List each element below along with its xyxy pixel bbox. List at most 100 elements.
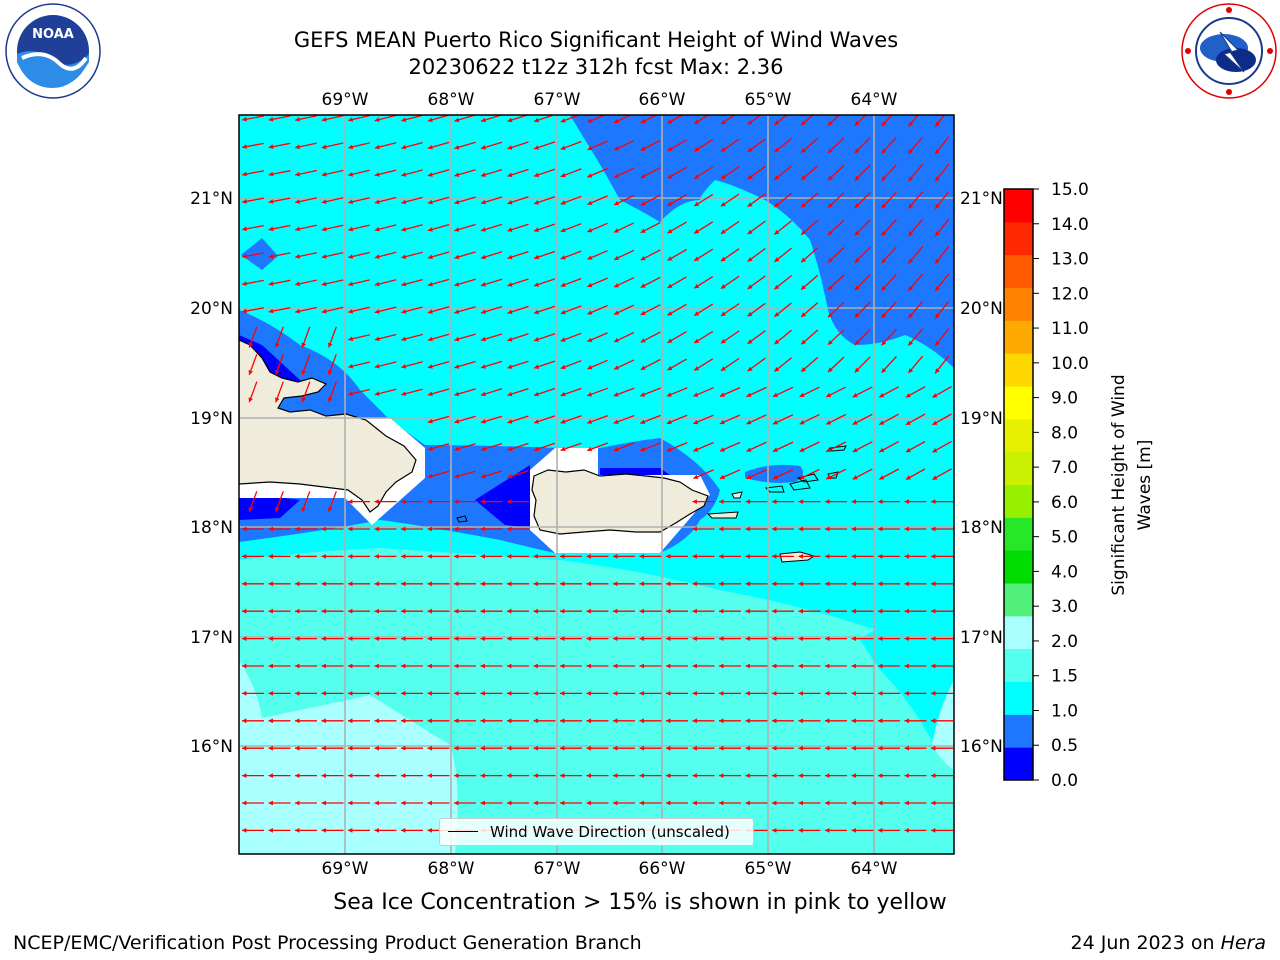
wind-wave-arrowhead: [587, 446, 593, 452]
wind-wave-arrowhead: [427, 446, 433, 451]
wind-wave-arrowhead: [427, 745, 432, 751]
wind-wave-arrowhead: [828, 312, 833, 318]
wind-wave-arrowhead: [666, 554, 671, 559]
wind-wave-arrowhead: [851, 773, 856, 778]
wind-wave-arrowhead: [825, 718, 830, 724]
wind-wave-arrowhead: [560, 581, 565, 587]
wind-wave-arrowhead: [321, 828, 326, 833]
wind-wave-arrowhead: [534, 282, 539, 287]
wind-wave-arrowhead: [427, 554, 432, 559]
wind-wave-arrowhead: [825, 554, 830, 559]
wind-wave-arrowhead: [454, 309, 460, 314]
wind-wave-arrowhead: [719, 392, 725, 397]
wind-wave-arrowhead: [401, 718, 406, 724]
wind-wave-arrowhead: [745, 691, 750, 696]
wind-wave-arrowhead: [507, 309, 513, 315]
wind-wave-arrowhead: [852, 392, 858, 398]
wind-wave-arrowhead: [295, 828, 300, 833]
wind-wave-arrowhead: [694, 283, 700, 289]
wind-wave-arrowhead: [401, 581, 406, 587]
wind-wave-arrowhead: [667, 201, 673, 206]
wind-wave-arrowhead: [242, 608, 247, 614]
wind-wave-arrowhead: [454, 526, 459, 532]
wind-wave-arrowhead: [242, 773, 247, 778]
wind-wave-arrowhead: [507, 526, 512, 532]
wind-wave-arrowhead: [534, 172, 539, 178]
wind-wave-arrowhead: [932, 393, 938, 398]
wind-wave-arrowhead: [935, 368, 940, 374]
wind-wave-arrowhead: [427, 773, 432, 778]
wind-wave-arrowhead: [401, 254, 407, 259]
wind-wave-arrowhead: [639, 773, 644, 778]
wind-wave-arrowhead: [772, 554, 777, 559]
wind-wave-arrowhead: [348, 226, 354, 232]
lat-labels-left: 21°N 20°N 19°N 18°N 17°N 16°N: [190, 189, 233, 757]
wind-wave-arrowhead: [719, 800, 724, 806]
wind-wave-arrowhead: [374, 226, 380, 232]
colorbar-tick-label: 14.0: [1051, 215, 1089, 235]
wind-wave-arrowhead: [321, 171, 327, 177]
wind-wave-arrowhead: [693, 392, 699, 397]
lon-label-top: 68°W: [428, 90, 475, 110]
lon-label-top: 64°W: [851, 90, 898, 110]
wind-wave-arrowhead: [454, 581, 459, 587]
wind-wave-arrowhead: [480, 554, 485, 559]
wind-wave-arrowhead: [454, 336, 460, 342]
wind-wave-arrowhead: [854, 230, 860, 236]
wind-wave-arrowhead: [481, 227, 486, 232]
wind-wave-arrowhead: [481, 391, 486, 397]
wind-wave-arrowhead: [533, 636, 538, 641]
wind-wave-arrowhead: [852, 420, 858, 425]
wind-wave-arrowhead: [640, 173, 646, 178]
wind-wave-arrowhead: [507, 172, 513, 178]
wind-wave-arrowhead: [301, 397, 306, 403]
wind-wave-arrowhead: [666, 419, 672, 425]
wind-wave-arrowhead: [374, 172, 380, 177]
wind-wave-arrowhead: [640, 118, 646, 124]
wind-wave-arrowhead: [321, 608, 326, 614]
wind-wave-arrowhead: [931, 608, 936, 614]
wind-wave-arrowhead: [878, 718, 883, 724]
wind-wave-arrowhead: [295, 281, 300, 287]
wind-wave-arrowhead: [801, 175, 807, 180]
wind-wave-arrowhead: [773, 392, 778, 397]
wind-wave-arrowhead: [481, 117, 486, 123]
wind-wave-arrowhead: [826, 420, 832, 425]
wind-wave-arrowhead: [481, 172, 486, 177]
wind-wave-arrowhead: [560, 172, 566, 178]
colorbar-segment: [1004, 550, 1033, 584]
lon-label-top: 66°W: [639, 90, 686, 110]
wind-wave-arrowhead: [374, 718, 379, 724]
wind-wave-arrowhead: [908, 231, 914, 236]
wind-wave-arrowhead: [427, 418, 433, 424]
wind-wave-arrowhead: [798, 773, 803, 778]
wind-wave-arrowhead: [268, 144, 274, 149]
wind-wave-arrowhead: [481, 473, 486, 479]
wind-wave-arrowhead: [851, 800, 856, 806]
wind-wave-arrowhead: [301, 507, 306, 512]
wind-wave-arrowhead: [931, 745, 936, 751]
lon-label-bottom: 64°W: [851, 859, 898, 879]
wind-wave-arrowhead: [295, 226, 300, 232]
wind-wave-arrowhead: [904, 499, 909, 504]
wind-wave-arrowhead: [507, 227, 513, 232]
wind-wave-arrowhead: [666, 636, 671, 641]
wind-wave-arrowhead: [507, 608, 512, 614]
wind-wave-arrowhead: [905, 420, 911, 425]
wind-wave-arrowhead: [825, 663, 830, 669]
wind-wave-arrowhead: [935, 121, 940, 127]
wind-wave-arrowhead: [692, 745, 697, 751]
lat-label-left: 19°N: [190, 409, 233, 429]
wind-wave-arrowhead: [904, 773, 909, 778]
wind-wave-arrowhead: [640, 255, 646, 261]
wind-wave-arrowhead: [454, 446, 460, 451]
colorbar-tick-label: 0.5: [1051, 736, 1078, 756]
wind-wave-arrowhead: [454, 145, 460, 150]
wind-wave-arrowhead: [694, 174, 700, 179]
wind-wave-arrowhead: [560, 691, 565, 696]
wind-wave-arrowhead: [242, 800, 247, 806]
wind-wave-arrowhead: [826, 475, 832, 480]
wind-wave-arrowhead: [613, 663, 618, 669]
wind-wave-arrowhead: [935, 258, 940, 264]
wind-wave-arrowhead: [587, 337, 593, 342]
